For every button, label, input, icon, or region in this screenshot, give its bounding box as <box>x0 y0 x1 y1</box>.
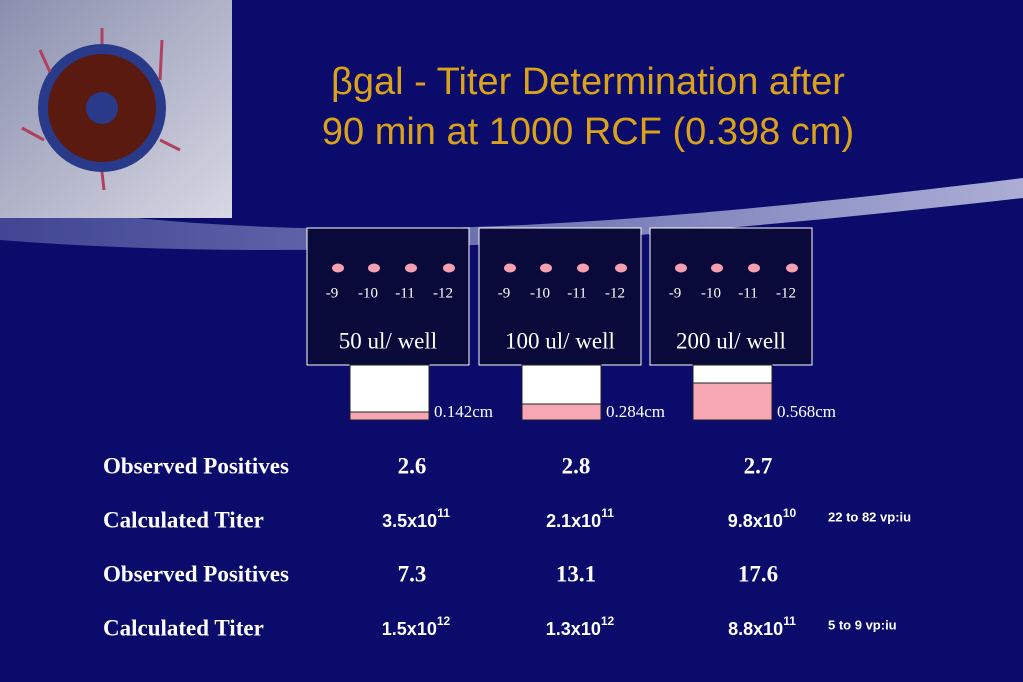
dilution-label: -10 <box>530 285 550 301</box>
dilution-label: -9 <box>498 285 511 301</box>
row-note: 22 to 82 vp:iu <box>828 509 911 524</box>
titer-base: 2.1x10 <box>546 511 601 531</box>
well-dot <box>786 263 798 273</box>
dilution-label: -11 <box>567 285 586 301</box>
cell-value: 2.1x1011 <box>546 506 614 531</box>
dilution-label: -10 <box>701 285 721 301</box>
tube-fill <box>349 411 430 421</box>
dilution-label: -11 <box>395 285 414 301</box>
row-note: 5 to 9 vp:iu <box>828 617 897 632</box>
depth-label: 0.284cm <box>606 402 665 421</box>
tube-fill <box>692 382 773 421</box>
dilution-label: -11 <box>738 285 757 301</box>
well-dot <box>540 263 552 273</box>
dilution-label: -12 <box>776 285 796 301</box>
well-dot <box>711 263 723 273</box>
row-label: Observed Positives <box>103 453 289 478</box>
panel <box>306 227 470 366</box>
cell-value: 3.5x1011 <box>382 506 450 531</box>
cell-value: 2.6 <box>398 453 427 478</box>
cell-value: 1.3x1012 <box>546 614 615 639</box>
well-dot <box>675 263 687 273</box>
title-line: βgal - Titer Determination after <box>331 61 845 103</box>
titer-exponent: 12 <box>437 614 451 628</box>
volume-label: 100 ul/ well <box>505 328 615 353</box>
row-label: Calculated Titer <box>103 507 264 532</box>
well-dot <box>748 263 760 273</box>
well-dot <box>615 263 627 273</box>
cell-value: 8.8x1011 <box>728 614 796 639</box>
cell-value: 2.8 <box>562 453 591 478</box>
row-label: Observed Positives <box>103 561 289 586</box>
panel <box>649 227 813 366</box>
wave <box>0 178 1023 250</box>
titer-base: 3.5x10 <box>382 511 437 531</box>
titer-exponent: 12 <box>601 614 615 628</box>
volume-label: 200 ul/ well <box>676 328 786 353</box>
tube-fill <box>521 403 602 421</box>
dilution-label: -10 <box>358 285 378 301</box>
well-dot <box>332 263 344 273</box>
panel <box>478 227 642 366</box>
well-dot <box>504 263 516 273</box>
titer-exponent: 11 <box>783 614 796 628</box>
volume-label: 50 ul/ well <box>339 328 437 353</box>
cell-value: 7.3 <box>398 561 427 586</box>
depth-label: 0.568cm <box>777 402 836 421</box>
title-line: 90 min at 1000 RCF (0.398 cm) <box>322 111 854 153</box>
titer-exponent: 10 <box>783 506 797 520</box>
well-dot <box>577 263 589 273</box>
well-dot <box>368 263 380 273</box>
cell-value: 13.1 <box>556 561 596 586</box>
dilution-label: -12 <box>433 285 453 301</box>
cell-value: 2.7 <box>744 453 773 478</box>
titer-base: 1.3x10 <box>546 619 601 639</box>
cell-value: 9.8x1010 <box>728 506 797 531</box>
virus-icon <box>21 28 181 191</box>
titer-exponent: 11 <box>437 506 450 520</box>
cell-value: 1.5x1012 <box>382 614 451 639</box>
row-label: Calculated Titer <box>103 615 264 640</box>
titer-base: 1.5x10 <box>382 619 437 639</box>
cell-value: 17.6 <box>738 561 778 586</box>
well-dot <box>405 263 417 273</box>
dilution-label: -9 <box>669 285 682 301</box>
titer-exponent: 11 <box>601 506 614 520</box>
titer-base: 8.8x10 <box>728 619 783 639</box>
titer-base: 9.8x10 <box>728 511 783 531</box>
well-dot <box>443 263 455 273</box>
depth-label: 0.142cm <box>434 402 493 421</box>
dilution-label: -12 <box>605 285 625 301</box>
dilution-label: -9 <box>326 285 339 301</box>
